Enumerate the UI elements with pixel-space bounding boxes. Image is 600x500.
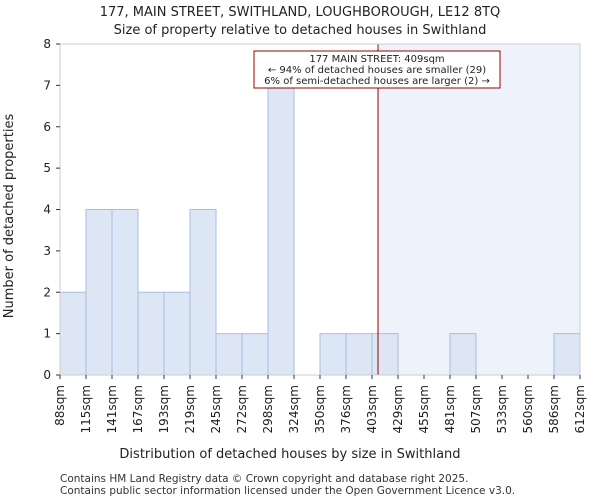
chart-title-line1: 177, MAIN STREET, SWITHLAND, LOUGHBOROUG…: [100, 5, 501, 20]
annotation-line1: 177 MAIN STREET: 409sqm: [309, 54, 444, 65]
bar: [267, 84, 295, 376]
x-tick-label: 507sqm: [469, 385, 483, 433]
chart-title-line2: Size of property relative to detached ho…: [114, 23, 487, 38]
x-tick-label: 324sqm: [287, 385, 301, 433]
y-axis-label: Number of detached properties: [2, 114, 17, 319]
x-tick-label: 403sqm: [365, 385, 379, 433]
x-tick-label: 167sqm: [131, 385, 145, 433]
highlight-region: [378, 44, 580, 375]
bar: [241, 333, 269, 376]
bar: [111, 209, 139, 376]
x-tick-label: 141sqm: [105, 385, 119, 433]
footer-line1: Contains HM Land Registry data © Crown c…: [60, 473, 468, 485]
x-tick-label: 272sqm: [235, 385, 249, 433]
y-tick-label: 2: [43, 285, 51, 299]
x-tick-label: 88sqm: [53, 385, 67, 426]
annotation-box: 177 MAIN STREET: 409sqm ← 94% of detache…: [253, 50, 501, 89]
y-tick-label: 3: [43, 244, 51, 258]
y-tick-label: 6: [43, 120, 51, 134]
x-tick-label: 612sqm: [573, 385, 587, 433]
bar: [319, 333, 347, 376]
bar: [85, 209, 113, 376]
y-tick-label: 0: [43, 368, 51, 382]
x-tick-label: 560sqm: [521, 385, 535, 433]
bar: [449, 333, 477, 376]
annotation-line3: 6% of semi-detached houses are larger (2…: [264, 76, 490, 87]
bar: [59, 291, 87, 376]
footer-line2: Contains public sector information licen…: [60, 485, 515, 497]
x-tick-label: 298sqm: [261, 385, 275, 433]
bar: [137, 291, 165, 376]
y-tick-label: 1: [43, 327, 51, 341]
x-tick-label: 115sqm: [79, 385, 93, 433]
bar: [163, 291, 191, 376]
annotation-line2: ← 94% of detached houses are smaller (29…: [268, 65, 486, 76]
x-tick-label: 219sqm: [183, 385, 197, 433]
x-tick-label: 193sqm: [157, 385, 171, 433]
x-tick-label: 376sqm: [339, 385, 353, 433]
x-tick-label: 455sqm: [417, 385, 431, 433]
y-tick-label: 5: [43, 161, 51, 175]
x-axis-label: Distribution of detached houses by size …: [119, 447, 460, 462]
bar: [371, 333, 399, 376]
y-tick-label: 7: [43, 78, 51, 92]
annotation-border: [253, 50, 501, 89]
bar: [345, 333, 373, 376]
plot-area: 0 1 2 3 4 5 6 7 8 88sqm 115sqm 141sqm 167sqm 193sqm 21…: [43, 37, 587, 433]
y-tick-label: 8: [43, 37, 51, 51]
bar: [553, 333, 581, 376]
bar: [189, 209, 217, 376]
x-tick-label: 245sqm: [209, 385, 223, 433]
x-tick-label: 533sqm: [495, 385, 509, 433]
x-tick-label: 350sqm: [313, 385, 327, 433]
x-tick-label: 481sqm: [443, 385, 457, 433]
y-tick-label: 4: [43, 203, 51, 217]
bar: [215, 333, 243, 376]
x-tick-label: 586sqm: [547, 385, 561, 433]
x-tick-label: 429sqm: [391, 385, 405, 433]
